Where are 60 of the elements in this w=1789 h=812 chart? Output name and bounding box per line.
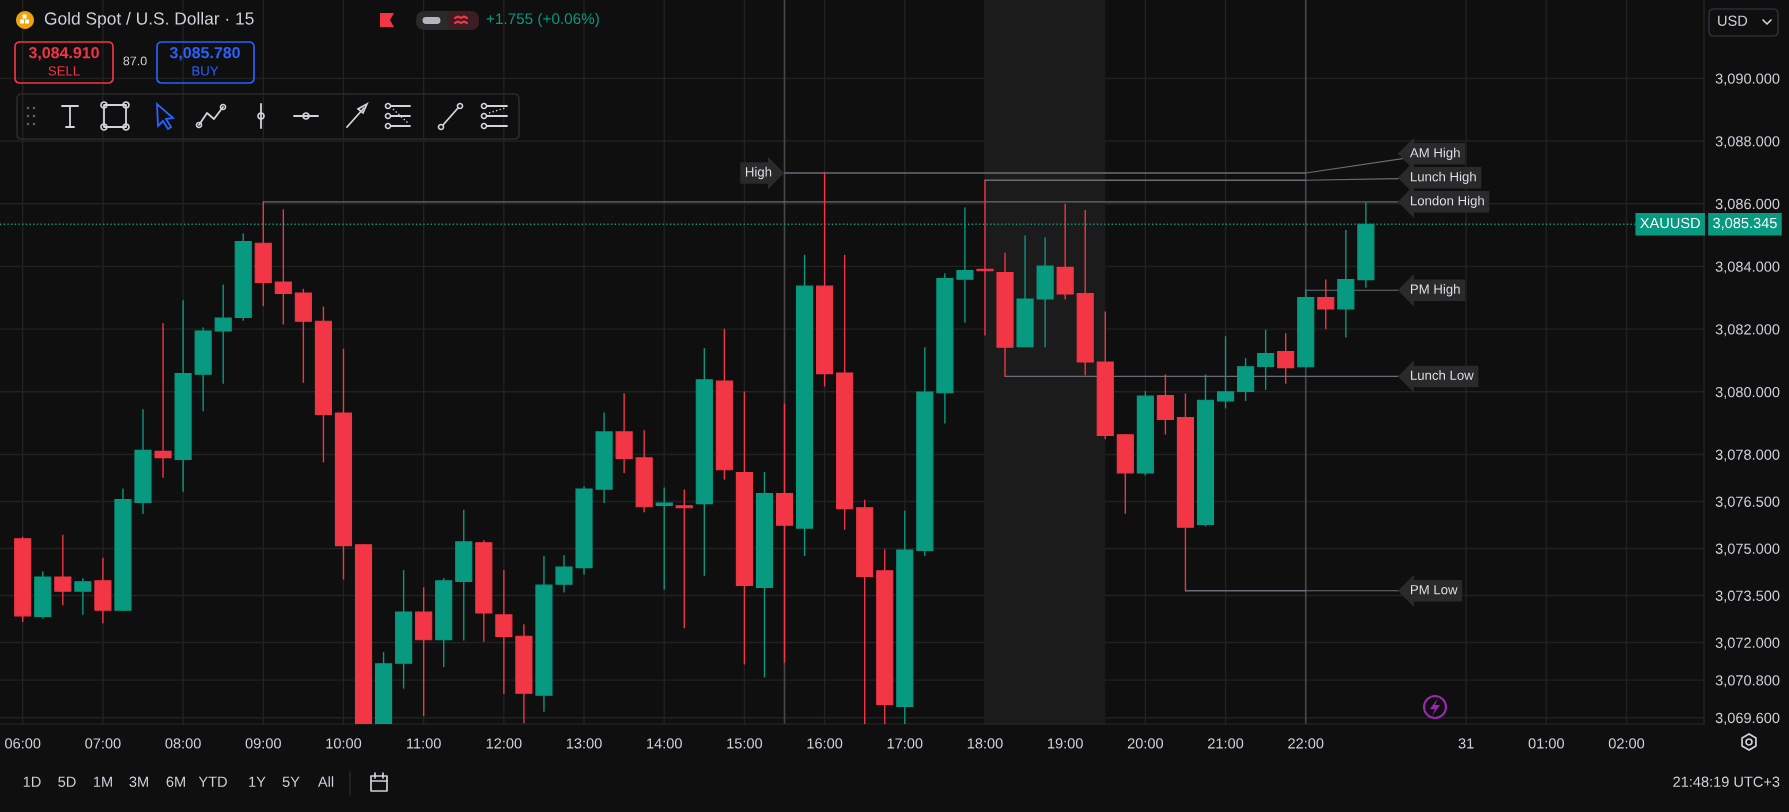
y-tick-label: 3,082.000 (1715, 324, 1780, 337)
x-tick-label: 18:00 (967, 738, 1003, 749)
x-tick-label: 21:00 (1208, 738, 1244, 749)
x-tick-label: 08:00 (165, 738, 201, 749)
y-tick-label: 3,075.000 (1715, 543, 1780, 556)
x-tick-label: 06:00 (5, 738, 41, 749)
text: 1M (93, 776, 112, 787)
x-tick-label: 10:00 (326, 738, 362, 749)
annotation: PM Low (1410, 585, 1458, 595)
text: 5D (58, 776, 76, 787)
text: 21:48:19 UTC+3 (1673, 776, 1780, 787)
annotation: PM High (1410, 284, 1460, 297)
x-tick-label: 12:00 (486, 738, 522, 749)
y-tick-label: 3,076.500 (1715, 496, 1780, 509)
text: 3,085.345 (1713, 217, 1777, 230)
x-tick-label: 17:00 (887, 738, 923, 749)
y-tick-label: 3,084.000 (1715, 261, 1780, 274)
x-tick-label: 16:00 (807, 738, 843, 749)
text: 1Y (249, 776, 266, 787)
x-tick-label: 22:00 (1288, 738, 1324, 749)
x-tick-label: 14:00 (647, 738, 682, 749)
text: USD (1718, 15, 1748, 26)
y-tick-label: 3,080.000 (1715, 386, 1780, 399)
annotation: SELL (48, 66, 80, 76)
text: +1.755 (+0.06%) (486, 12, 599, 28)
annotation: 87.0 (123, 56, 147, 66)
y-tick-label: 3,072.000 (1715, 637, 1780, 650)
x-tick-label: 13:00 (566, 738, 602, 749)
x-tick-label: 01:00 (1528, 738, 1564, 749)
text: 1D (23, 776, 41, 787)
x-tick-label: 19:00 (1048, 738, 1083, 749)
annotation: BUY (192, 66, 219, 76)
annotation: AM High (1409, 147, 1460, 160)
x-tick-label: 07:00 (85, 738, 121, 749)
y-tick-label: 3,070.800 (1715, 675, 1780, 688)
y-tick-label: 3,078.000 (1715, 449, 1780, 462)
y-tick-label: 3,073.500 (1715, 590, 1780, 603)
x-tick-label: 09:00 (245, 738, 281, 749)
text: All (317, 776, 334, 787)
x-tick-label: 11:00 (407, 738, 441, 749)
text: YTD (198, 776, 227, 787)
x-tick-label: 31 (1458, 738, 1474, 749)
y-tick-label: 3,090.000 (1715, 73, 1780, 86)
x-tick-label: 20:00 (1127, 738, 1164, 749)
annotation: 3,085.780 (169, 46, 240, 61)
y-tick-label: 3,086.000 (1715, 198, 1780, 211)
x-tick-label: 15:00 (727, 738, 763, 749)
y-tick-label: 3,069.600 (1715, 712, 1780, 725)
annotation: 3,084.910 (28, 46, 99, 61)
x-tick-label: 02:00 (1608, 738, 1645, 749)
text: 6M (166, 776, 185, 787)
y-tick-label: 3,088.000 (1715, 136, 1780, 149)
annotation: London High (1410, 195, 1484, 208)
annotation: Lunch High (1410, 171, 1476, 184)
text: Gold Spot / U.S. Dollar · 15 (44, 11, 254, 29)
annotation: Lunch Low (1410, 370, 1474, 380)
annotation: High (745, 166, 772, 180)
text: 3M (129, 776, 148, 787)
text: 5Y (282, 776, 300, 787)
ref-line-label: XAUUSD (1640, 217, 1700, 229)
